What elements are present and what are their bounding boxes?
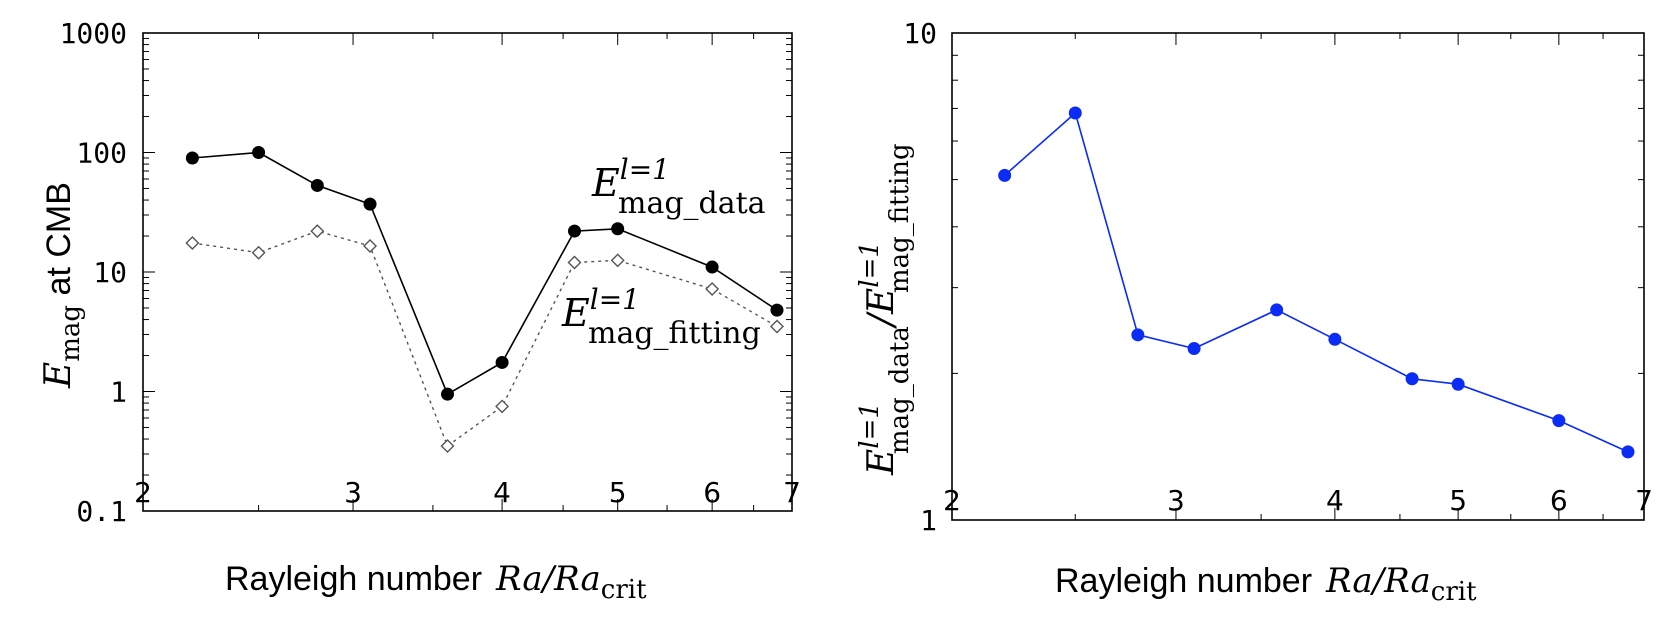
left-minor-ticks [142, 33, 793, 512]
x-tick-label: 2 [134, 476, 152, 509]
y-tick-label: 100 [76, 137, 127, 170]
data-point-circle [185, 151, 199, 165]
data-point-circle [567, 224, 581, 238]
data-point-diamond [310, 224, 325, 239]
right-x-axis-label: Rayleigh number Ra/Racrit [1055, 561, 1477, 607]
series-line [192, 151, 778, 396]
data-point-circle [363, 197, 377, 211]
data-point-circle [1187, 341, 1201, 355]
x-tick-label: 7 [783, 476, 801, 509]
series-line [1004, 111, 1629, 453]
right-series-lines [1004, 111, 1629, 453]
data-point-diamond [769, 319, 784, 334]
x-tick-label: 2 [943, 484, 961, 517]
data-point-circle [770, 303, 784, 317]
data-point-circle [611, 222, 625, 236]
x-tick-label: 6 [703, 476, 721, 509]
data-point-circle [1405, 372, 1419, 386]
data-point-circle [1068, 106, 1082, 120]
data-point-diamond [440, 438, 455, 453]
data-point-circle [310, 178, 324, 192]
left-data-markers [185, 146, 784, 453]
right-y-tick-labels: 1 10 [903, 17, 937, 537]
data-point-circle [1270, 303, 1284, 317]
right-data-markers [998, 106, 1635, 459]
series-line [192, 230, 778, 448]
x-tick-label: 4 [493, 476, 511, 509]
x-tick-label: 5 [609, 476, 627, 509]
y-tick-label: 1 [920, 504, 937, 537]
left-y-tick-labels: 0.1 1 10 100 1000 [60, 17, 127, 528]
data-point-circle [252, 146, 266, 159]
series-label-fitting: El=1 mag_fitting [561, 283, 761, 351]
data-point-circle [998, 168, 1012, 182]
right-y-axis-label: El=1mag_data/El=1mag_fitting [855, 143, 915, 476]
right-minor-ticks [951, 33, 1645, 521]
data-point-diamond [705, 282, 720, 297]
x-tick-label: 3 [344, 476, 362, 509]
x-tick-label: 6 [1550, 484, 1568, 517]
x-tick-label: 7 [1635, 484, 1653, 517]
y-tick-label: 10 [93, 256, 127, 289]
data-point-diamond [495, 399, 510, 414]
y-tick-label: 1 [110, 376, 127, 409]
data-point-circle [1131, 328, 1145, 342]
x-tick-label: 4 [1326, 484, 1344, 517]
left-x-tick-labels: 2 3 4 5 6 7 [134, 476, 801, 509]
data-point-diamond [567, 255, 582, 270]
data-point-diamond [251, 245, 266, 260]
y-tick-label: 0.1 [76, 495, 127, 528]
data-point-circle [705, 260, 719, 274]
data-point-diamond [610, 253, 625, 268]
left-chart: 0.1 1 10 100 1000 2 3 4 5 6 7 El=1 mag_data El=1 ma… [38, 17, 801, 605]
y-tick-label: 1000 [60, 17, 127, 50]
right-plot-frame [951, 32, 1645, 521]
x-tick-label: 3 [1167, 484, 1185, 517]
data-point-circle [1328, 332, 1342, 346]
data-point-diamond [185, 235, 200, 250]
series-label-data: El=1 mag_data [591, 153, 766, 221]
right-x-tick-labels: 2 3 4 5 6 7 [943, 484, 1653, 517]
data-point-circle [1552, 414, 1566, 428]
x-tick-label: 5 [1449, 484, 1467, 517]
data-point-diamond [363, 239, 378, 254]
y-tick-label: 10 [903, 17, 937, 50]
data-point-circle [495, 355, 509, 369]
left-series-lines [192, 151, 778, 448]
data-point-circle [1451, 377, 1465, 391]
data-point-circle [1621, 445, 1635, 459]
left-y-axis-label: Emag at CMB [38, 182, 86, 389]
left-plot-frame [142, 32, 793, 512]
data-point-circle [441, 387, 455, 401]
left-x-axis-label: Rayleigh number Ra/Racrit [225, 559, 647, 605]
